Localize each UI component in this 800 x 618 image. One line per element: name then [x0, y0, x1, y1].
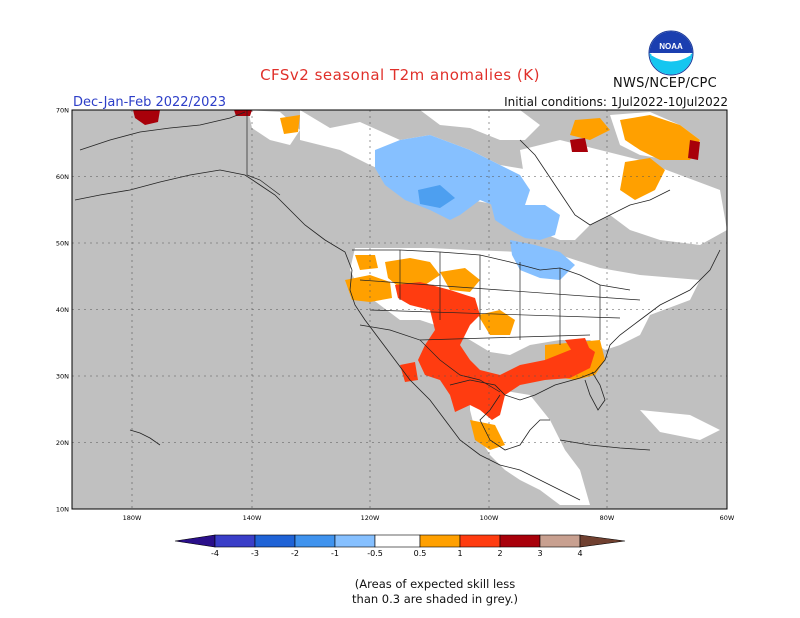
season-label: Dec-Jan-Feb 2022/2023 [73, 95, 226, 110]
lat-label: 40N [56, 306, 69, 314]
colorbar-tick: -2 [291, 549, 299, 558]
colorbar-cell [539, 534, 581, 548]
lat-label: 10N [56, 506, 69, 514]
colorbar-tick: -0.5 [367, 549, 383, 558]
colorbar-cell [294, 534, 336, 548]
noaa-logo-icon: NOAA [648, 30, 694, 76]
lon-label: 180W [123, 514, 142, 522]
lon-label: 120W [361, 514, 380, 522]
lon-label: 100W [480, 514, 499, 522]
coastlines [74, 111, 721, 501]
country-borders [246, 110, 641, 393]
graticule [72, 110, 727, 509]
colorbar [174, 534, 626, 548]
organization-label: NWS/NCEP/CPC [613, 76, 718, 91]
colorbar-cell [334, 534, 376, 548]
lon-label: 140W [243, 514, 262, 522]
initial-conditions-label: Initial conditions: 1Jul2022-10Jul2022 [504, 95, 728, 109]
colorbar-cell [214, 534, 256, 548]
colorbar-tick: -3 [251, 549, 259, 558]
lat-label: 20N [56, 439, 69, 447]
footnote-line-1: (Areas of expected skill less [354, 577, 516, 591]
colorbar-cell [374, 534, 421, 548]
lat-label: 70N [56, 107, 69, 115]
latitude-labels: 70N 60N 50N 40N 30N 20N 10N [56, 107, 69, 514]
colorbar-cell [254, 534, 296, 548]
logo-text: NOAA [659, 42, 683, 51]
colorbar-cell [499, 534, 541, 548]
colorbar-tick: 2 [497, 549, 502, 558]
colorbar-tick: 1 [457, 549, 462, 558]
lon-label: 60W [720, 514, 735, 522]
colorbar-tick: -4 [211, 549, 219, 558]
longitude-labels: 180W 140W 120W 100W 80W 60W [123, 514, 735, 522]
lat-label: 60N [56, 173, 69, 181]
colorbar-tick: -1 [331, 549, 339, 558]
lat-label: 50N [56, 240, 69, 248]
warm-anomaly-regions-1-2 [395, 282, 595, 420]
colorbar-tick-labels: -4 -3 -2 -1 -0.5 0.5 1 2 3 4 [211, 549, 583, 558]
lat-label: 30N [56, 373, 69, 381]
colorbar-tick: 3 [537, 549, 542, 558]
lon-label: 80W [600, 514, 615, 522]
colorbar-cell [419, 534, 461, 548]
colorbar-cell [579, 534, 626, 548]
colorbar-cell [174, 534, 216, 548]
colorbar-tick: 0.5 [414, 549, 427, 558]
map-frame [71, 109, 728, 510]
cold-anomaly-regions [375, 135, 575, 280]
colorbar-cell [459, 534, 501, 548]
colorbar-tick: 4 [577, 549, 582, 558]
footnote-line-2: than 0.3 are shaded in grey.) [352, 592, 518, 606]
map-title: CFSv2 seasonal T2m anomalies (K) [260, 66, 540, 84]
